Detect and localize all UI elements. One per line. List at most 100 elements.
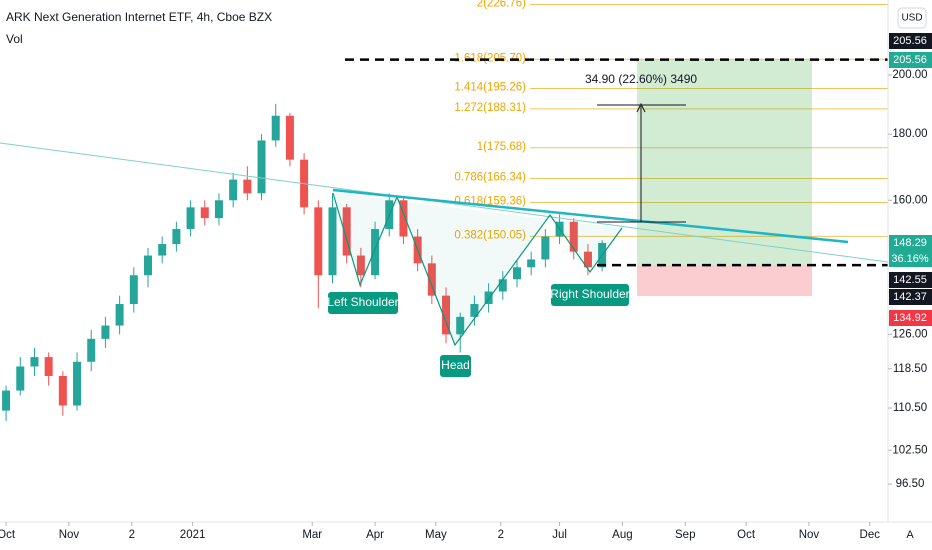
fib-label: 1.272(188.31) xyxy=(454,102,526,114)
x-tick-label: Apr xyxy=(366,529,384,541)
loss-zone xyxy=(637,265,812,296)
right-shoulder-label: Right Shoulder xyxy=(550,284,630,306)
candle-body xyxy=(30,357,39,367)
x-tick-label: Nov xyxy=(59,529,80,541)
x-tick-label: Oct xyxy=(0,529,16,541)
profit-zone xyxy=(637,59,812,266)
price-badge xyxy=(889,52,932,68)
x-tick-label: 2021 xyxy=(180,529,206,541)
y-tick-label: 200.00 xyxy=(892,69,927,81)
candle-body xyxy=(583,251,592,268)
candle-body xyxy=(328,207,337,276)
x-tick-label: Nov xyxy=(799,529,820,541)
candle-body xyxy=(214,200,223,219)
currency-button[interactable] xyxy=(897,7,927,29)
candle-body xyxy=(456,316,465,335)
price-badge-label: 142.37 xyxy=(893,291,927,303)
price-badge xyxy=(889,33,932,49)
y-tick-label: 126.00 xyxy=(892,328,927,340)
label-text: Right Shoulder xyxy=(550,287,629,301)
currency[interactable]: USD xyxy=(901,13,922,24)
y-tick-label: 102.50 xyxy=(892,444,927,456)
candle-body xyxy=(101,325,110,339)
candle-body xyxy=(498,279,507,292)
price-badge-label: 205.56 xyxy=(893,54,927,66)
fib-label: 0.786(166.34) xyxy=(454,171,526,183)
price-badge-label: 142.55 xyxy=(893,274,927,286)
candle-body xyxy=(399,200,408,237)
x-tick-label: 2 xyxy=(498,529,504,541)
candle-body xyxy=(44,357,53,376)
candle-body xyxy=(2,390,11,411)
auto-scale-button[interactable]: A xyxy=(906,529,914,541)
candle-body xyxy=(271,115,280,141)
label-text: Left Shoulder xyxy=(327,295,398,309)
candle-body xyxy=(16,366,25,391)
candle-body xyxy=(158,244,167,256)
label-text: Head xyxy=(441,358,470,372)
trend-line-long xyxy=(0,142,889,263)
subtitle: Vol xyxy=(6,32,23,46)
candle-body xyxy=(342,207,351,256)
y-tick-label: 160.00 xyxy=(892,194,927,206)
y-tick-label: 110.50 xyxy=(893,402,927,414)
price-badge xyxy=(889,251,932,267)
arrow-head xyxy=(636,102,646,113)
x-tick-label: 2 xyxy=(129,529,135,541)
candle-body xyxy=(314,207,323,276)
candle-body xyxy=(129,275,138,305)
x-tick-label: Jul xyxy=(552,529,567,541)
pattern-line xyxy=(332,192,623,347)
price-badge-label: 148.29 xyxy=(893,237,927,249)
candle-body xyxy=(427,263,436,296)
axes: 96.50 102.50 110.50 118.50 126.00 160.00 180.0… xyxy=(0,33,932,541)
plot-area: 2(226.76) 1.618(205.70) 1.414(195.26) 1.272… xyxy=(2,0,888,421)
candle-body xyxy=(484,291,493,305)
x-tick-label: May xyxy=(425,529,447,541)
fib-label: 1(175.68) xyxy=(477,141,526,153)
candle-body xyxy=(470,304,479,317)
candle-body xyxy=(73,361,82,406)
price-badge-label: 134.92 xyxy=(893,312,927,324)
price-badge xyxy=(889,272,932,288)
candle-body xyxy=(512,267,521,280)
candle-body xyxy=(285,115,294,160)
overlay xyxy=(345,58,888,267)
pattern-fill xyxy=(333,193,622,345)
neckline xyxy=(332,188,849,244)
head-label: Head xyxy=(440,355,471,377)
y-tick-label: 118.50 xyxy=(893,363,927,375)
measure-label: 34.90 (22.60%) 3490 xyxy=(585,72,697,86)
fib-label: 1.618(205.70) xyxy=(454,52,526,64)
left-shoulder-label: Left Shoulder xyxy=(327,292,399,314)
fib-label: 0.382(150.05) xyxy=(454,229,526,241)
candle-body xyxy=(442,295,451,335)
y-tick-label: 180.00 xyxy=(892,128,927,140)
y-tick-label: 96.50 xyxy=(896,478,925,490)
fib-label: 2(226.76) xyxy=(477,0,526,10)
candle-body xyxy=(229,179,238,201)
x-tick-label: Dec xyxy=(860,529,881,541)
candle-body xyxy=(356,255,365,276)
candle-body xyxy=(172,229,181,245)
candle-body xyxy=(87,338,96,362)
candle-body xyxy=(541,236,550,260)
x-tick-label: Aug xyxy=(612,529,632,541)
candle-body xyxy=(569,221,578,252)
candle-body xyxy=(186,207,195,230)
candle-body xyxy=(257,140,266,194)
candle-body xyxy=(371,229,380,276)
candle-body xyxy=(243,179,252,194)
price-badge-label: 205.56 xyxy=(893,35,927,47)
candle-body xyxy=(115,304,124,326)
candle-body xyxy=(200,207,209,219)
candle-body xyxy=(527,259,536,268)
x-tick-label: Sep xyxy=(675,529,695,541)
price-badge xyxy=(889,289,932,305)
price-badge xyxy=(889,310,932,326)
x-tick-label: Oct xyxy=(737,529,756,541)
price-badge xyxy=(889,235,932,251)
x-tick-label: Mar xyxy=(302,529,322,541)
